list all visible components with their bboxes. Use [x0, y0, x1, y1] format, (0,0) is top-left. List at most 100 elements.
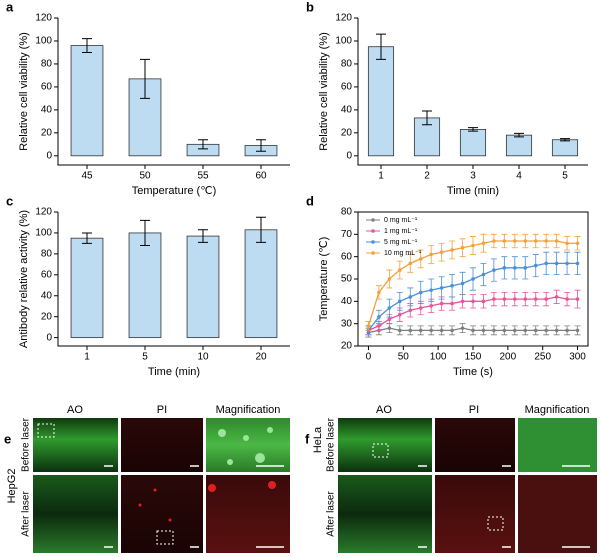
- point: [502, 239, 507, 243]
- point: [377, 324, 381, 328]
- x-axis-label: Temperature (℃): [132, 185, 217, 197]
- point: [513, 297, 517, 301]
- axis: [357, 18, 588, 166]
- cells: [138, 481, 276, 522]
- bar: [128, 232, 162, 339]
- point: [429, 252, 433, 257]
- point: [439, 250, 444, 254]
- bar: [505, 134, 533, 157]
- y-tick-label: 80: [41, 249, 53, 260]
- x-tick-label: 150: [465, 352, 482, 363]
- cells: [218, 427, 273, 465]
- point: [408, 261, 413, 266]
- y-tick-label: 60: [41, 269, 53, 280]
- point: [575, 297, 580, 301]
- y-tick-label: 0: [346, 150, 352, 161]
- column-header: Magnification: [216, 404, 281, 416]
- point: [429, 328, 433, 333]
- error-bar: [468, 127, 478, 132]
- point: [481, 299, 486, 304]
- scale-bar: [104, 465, 284, 548]
- point: [544, 239, 548, 243]
- row-label: Before laser: [21, 417, 32, 472]
- bar: [186, 235, 220, 339]
- y-tick-label: 20: [41, 127, 53, 138]
- y-tick-label: 40: [41, 105, 53, 116]
- micrograph: [518, 475, 597, 553]
- micrograph: [435, 418, 515, 472]
- point: [377, 315, 381, 319]
- point: [492, 268, 496, 272]
- y-tick-label: 20: [41, 311, 53, 322]
- legend-label: 5 mg mL⁻¹: [384, 239, 418, 246]
- x-tick-label: 0: [366, 352, 372, 363]
- error-bar: [514, 132, 524, 138]
- point: [502, 266, 507, 270]
- point: [398, 268, 402, 272]
- column-header: PI: [469, 404, 479, 416]
- point: [429, 304, 433, 308]
- point: [398, 299, 402, 304]
- row-label: Before laser: [326, 417, 337, 472]
- point: [460, 281, 465, 286]
- cell-line: HeLa: [312, 426, 324, 453]
- error-bar: [560, 138, 570, 142]
- row-label: After laser: [21, 491, 32, 537]
- point: [471, 328, 475, 333]
- point: [533, 263, 538, 268]
- y-tick-label: 40: [341, 296, 353, 307]
- y-tick-label: 120: [35, 13, 52, 24]
- point: [565, 241, 569, 246]
- error-bar: [256, 216, 266, 243]
- point: [544, 261, 548, 266]
- y-tick-label: 60: [41, 82, 53, 93]
- point: [377, 290, 381, 295]
- point: [460, 245, 465, 250]
- legend-marker: [371, 229, 375, 233]
- x-tick-label: 5: [142, 352, 148, 363]
- panel-letter: e: [4, 431, 11, 446]
- point: [513, 239, 517, 243]
- y-tick-label: 120: [335, 13, 352, 24]
- y-tick-label: 100: [35, 36, 52, 47]
- bar: [70, 237, 104, 339]
- scale-bar: [418, 465, 590, 548]
- point: [439, 301, 444, 306]
- y-tick-label: 30: [341, 318, 353, 329]
- point: [418, 290, 423, 295]
- x-axis-label: Time (min): [148, 366, 200, 378]
- x-tick-label: 20: [255, 352, 267, 363]
- x-tick-label: 300: [569, 352, 586, 363]
- bar: [244, 229, 278, 339]
- micrograph: [121, 418, 203, 472]
- point: [460, 299, 465, 304]
- micrograph: [435, 475, 515, 553]
- error-bar: [82, 232, 92, 244]
- legend-marker: [371, 218, 375, 222]
- column-header: AO: [376, 404, 392, 416]
- x-tick-label: 200: [500, 352, 517, 363]
- point: [418, 306, 423, 310]
- point: [492, 297, 496, 301]
- x-tick-label: 10: [197, 352, 209, 363]
- point: [481, 272, 486, 277]
- point: [418, 328, 423, 333]
- point: [565, 297, 569, 301]
- point: [366, 324, 371, 328]
- bar: [551, 139, 579, 157]
- y-tick-label: 100: [335, 36, 352, 47]
- point: [471, 243, 475, 248]
- y-axis-label: Temperature (℃): [318, 237, 330, 322]
- legend-label: 10 mg mL⁻¹: [384, 250, 422, 257]
- error-bar: [82, 38, 92, 53]
- point: [533, 297, 538, 301]
- point: [439, 328, 444, 333]
- point: [408, 328, 413, 333]
- point: [450, 283, 454, 288]
- column-header: PI: [157, 404, 167, 416]
- micrograph: [121, 475, 203, 553]
- point: [398, 312, 402, 317]
- x-tick-label: 1: [378, 171, 384, 182]
- column-header: Magnification: [525, 404, 590, 416]
